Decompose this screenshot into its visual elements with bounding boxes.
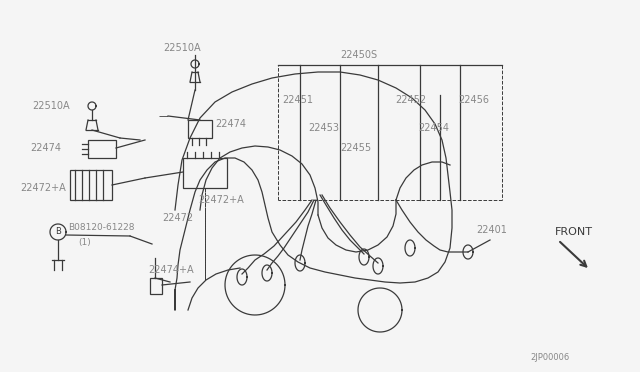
- Text: 22472+A: 22472+A: [198, 195, 244, 205]
- Text: 22452: 22452: [395, 95, 426, 105]
- Text: 22456: 22456: [458, 95, 489, 105]
- Text: 22450S: 22450S: [340, 50, 377, 60]
- Text: 22472: 22472: [162, 213, 193, 223]
- Text: (1): (1): [78, 237, 91, 247]
- Text: 22472+A: 22472+A: [20, 183, 66, 193]
- Text: 22474: 22474: [30, 143, 61, 153]
- Text: 2JP00006: 2JP00006: [530, 353, 569, 362]
- Text: 22474+A: 22474+A: [148, 265, 194, 275]
- Text: 22455: 22455: [340, 143, 371, 153]
- Text: 22451: 22451: [282, 95, 313, 105]
- Text: 22453: 22453: [308, 123, 339, 133]
- Text: 22510A: 22510A: [32, 101, 70, 111]
- Text: 22510A: 22510A: [163, 43, 200, 53]
- Text: 22454: 22454: [418, 123, 449, 133]
- Text: B08120-61228: B08120-61228: [68, 224, 134, 232]
- Text: 22401: 22401: [476, 225, 507, 235]
- Text: 22474: 22474: [215, 119, 246, 129]
- Text: —: —: [158, 111, 168, 121]
- Text: B: B: [55, 228, 61, 237]
- Text: FRONT: FRONT: [555, 227, 593, 237]
